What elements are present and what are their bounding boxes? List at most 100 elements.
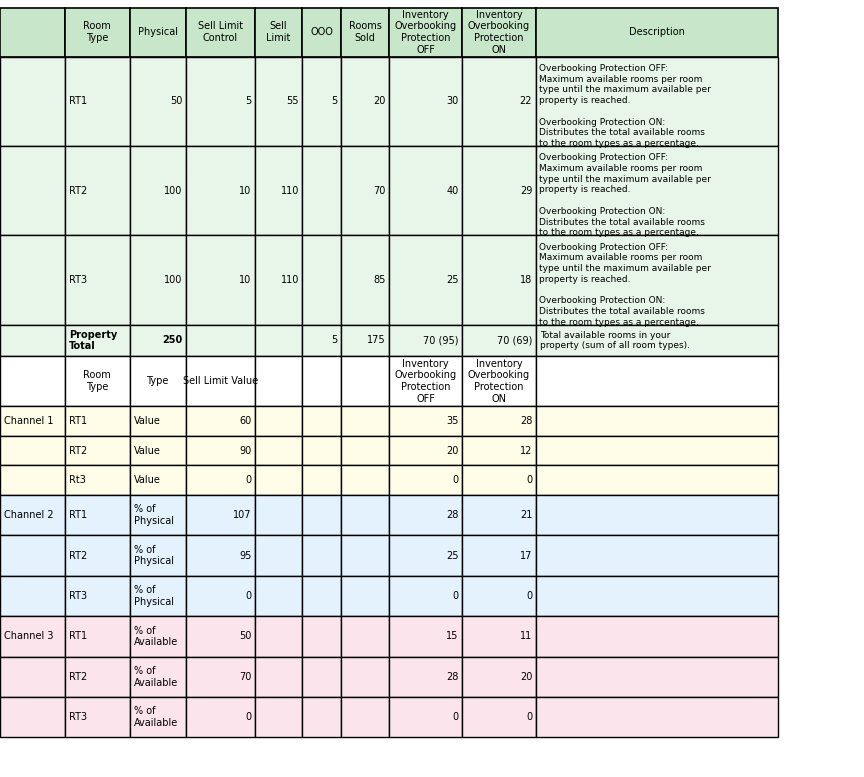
Text: 21: 21	[520, 510, 532, 520]
FancyBboxPatch shape	[255, 465, 302, 495]
Text: Value: Value	[134, 476, 161, 485]
FancyBboxPatch shape	[302, 325, 341, 356]
Text: OOO: OOO	[310, 27, 334, 37]
FancyBboxPatch shape	[65, 325, 130, 356]
FancyBboxPatch shape	[302, 406, 341, 436]
FancyBboxPatch shape	[341, 465, 389, 495]
FancyBboxPatch shape	[130, 235, 186, 325]
Text: RT2: RT2	[69, 551, 87, 560]
FancyBboxPatch shape	[130, 356, 186, 406]
FancyBboxPatch shape	[130, 436, 186, 465]
FancyBboxPatch shape	[536, 436, 778, 465]
FancyBboxPatch shape	[462, 406, 536, 436]
FancyBboxPatch shape	[255, 616, 302, 657]
Text: 50: 50	[239, 632, 251, 641]
FancyBboxPatch shape	[341, 616, 389, 657]
FancyBboxPatch shape	[536, 356, 778, 406]
Text: % of
Physical: % of Physical	[134, 504, 174, 526]
FancyBboxPatch shape	[302, 436, 341, 465]
Text: Description: Description	[629, 27, 684, 37]
FancyBboxPatch shape	[341, 697, 389, 737]
Text: 22: 22	[520, 96, 532, 106]
Text: 20: 20	[520, 672, 532, 681]
FancyBboxPatch shape	[462, 356, 536, 406]
FancyBboxPatch shape	[186, 495, 255, 535]
Text: 90: 90	[239, 446, 251, 455]
FancyBboxPatch shape	[65, 146, 130, 235]
FancyBboxPatch shape	[341, 657, 389, 697]
FancyBboxPatch shape	[0, 57, 65, 146]
FancyBboxPatch shape	[255, 356, 302, 406]
FancyBboxPatch shape	[65, 57, 130, 146]
FancyBboxPatch shape	[302, 57, 341, 146]
FancyBboxPatch shape	[389, 495, 462, 535]
FancyBboxPatch shape	[302, 697, 341, 737]
FancyBboxPatch shape	[65, 8, 130, 57]
Text: 110: 110	[281, 275, 299, 285]
FancyBboxPatch shape	[536, 406, 778, 436]
FancyBboxPatch shape	[255, 235, 302, 325]
FancyBboxPatch shape	[462, 465, 536, 495]
Text: 70 (69): 70 (69)	[497, 336, 532, 345]
Text: 18: 18	[520, 275, 532, 285]
FancyBboxPatch shape	[65, 657, 130, 697]
FancyBboxPatch shape	[130, 8, 186, 57]
FancyBboxPatch shape	[65, 697, 130, 737]
FancyBboxPatch shape	[0, 535, 65, 576]
FancyBboxPatch shape	[130, 616, 186, 657]
FancyBboxPatch shape	[462, 325, 536, 356]
FancyBboxPatch shape	[389, 436, 462, 465]
FancyBboxPatch shape	[65, 495, 130, 535]
FancyBboxPatch shape	[389, 146, 462, 235]
FancyBboxPatch shape	[0, 146, 65, 235]
FancyBboxPatch shape	[65, 436, 130, 465]
Text: Sell Limit
Control: Sell Limit Control	[198, 22, 243, 43]
FancyBboxPatch shape	[255, 535, 302, 576]
FancyBboxPatch shape	[536, 465, 778, 495]
Text: 25: 25	[447, 551, 459, 560]
FancyBboxPatch shape	[255, 57, 302, 146]
FancyBboxPatch shape	[536, 576, 778, 616]
FancyBboxPatch shape	[302, 465, 341, 495]
Text: RT2: RT2	[69, 672, 87, 681]
Text: 35: 35	[447, 416, 459, 426]
FancyBboxPatch shape	[389, 57, 462, 146]
Text: 5: 5	[332, 336, 338, 345]
FancyBboxPatch shape	[255, 697, 302, 737]
FancyBboxPatch shape	[302, 8, 341, 57]
Text: 25: 25	[447, 275, 459, 285]
Text: Channel 3: Channel 3	[4, 632, 54, 641]
Text: 0: 0	[526, 591, 532, 601]
Text: 70 (95): 70 (95)	[423, 336, 459, 345]
FancyBboxPatch shape	[462, 235, 536, 325]
FancyBboxPatch shape	[65, 465, 130, 495]
FancyBboxPatch shape	[0, 657, 65, 697]
FancyBboxPatch shape	[65, 616, 130, 657]
FancyBboxPatch shape	[255, 146, 302, 235]
Text: 12: 12	[520, 446, 532, 455]
FancyBboxPatch shape	[255, 495, 302, 535]
Text: 0: 0	[526, 476, 532, 485]
FancyBboxPatch shape	[255, 406, 302, 436]
Text: RT2: RT2	[69, 186, 87, 196]
Text: RT1: RT1	[69, 510, 87, 520]
Text: 250: 250	[162, 336, 182, 345]
FancyBboxPatch shape	[0, 616, 65, 657]
Text: 95: 95	[239, 551, 251, 560]
Text: Overbooking Protection OFF:
Maximum available rooms per room
type until the maxi: Overbooking Protection OFF: Maximum avai…	[539, 242, 711, 327]
Text: Overbooking Protection OFF:
Maximum available rooms per room
type until the maxi: Overbooking Protection OFF: Maximum avai…	[539, 153, 711, 238]
FancyBboxPatch shape	[536, 535, 778, 576]
FancyBboxPatch shape	[255, 325, 302, 356]
Text: 20: 20	[373, 96, 385, 106]
FancyBboxPatch shape	[130, 657, 186, 697]
Text: 28: 28	[447, 672, 459, 681]
FancyBboxPatch shape	[0, 576, 65, 616]
Text: 0: 0	[245, 591, 251, 601]
Text: RT2: RT2	[69, 446, 87, 455]
FancyBboxPatch shape	[536, 146, 778, 235]
FancyBboxPatch shape	[389, 325, 462, 356]
FancyBboxPatch shape	[389, 465, 462, 495]
Text: Inventory
Overbooking
Protection
OFF: Inventory Overbooking Protection OFF	[395, 359, 456, 403]
FancyBboxPatch shape	[462, 697, 536, 737]
FancyBboxPatch shape	[536, 8, 778, 57]
